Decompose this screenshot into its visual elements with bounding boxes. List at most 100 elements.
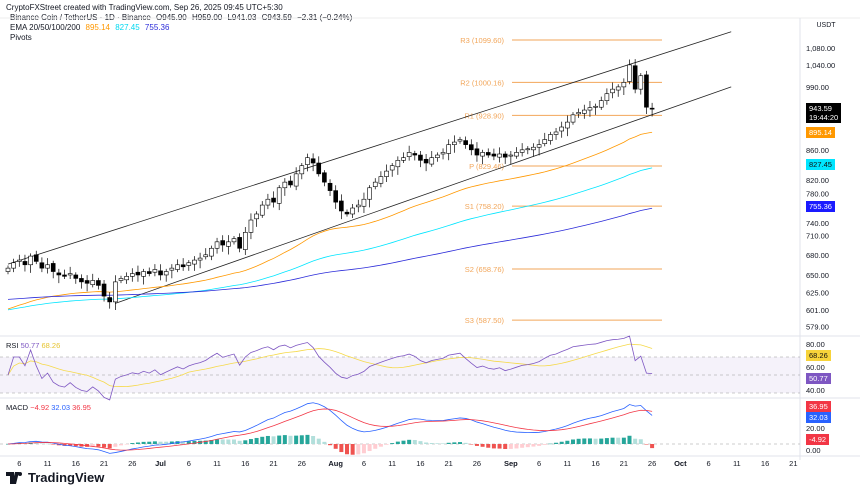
candle-body xyxy=(197,257,203,261)
candle-body xyxy=(130,273,135,277)
macd-signal-value: 36.95 xyxy=(72,403,91,412)
channel-lower-line xyxy=(115,86,732,304)
time-tick: 11 xyxy=(563,459,571,468)
macd-histogram-bar xyxy=(604,438,609,444)
candle-body xyxy=(378,176,384,184)
price-tick: 650.00 xyxy=(806,271,829,280)
candle-body xyxy=(610,88,615,94)
candle-body xyxy=(271,197,276,203)
tradingview-logo[interactable]: TradingView xyxy=(6,470,104,485)
rsi-legend[interactable]: RSI 50.77 68.26 xyxy=(6,341,60,350)
macd-histogram-bar xyxy=(328,444,333,446)
candle-body xyxy=(11,262,16,269)
macd-histogram-bar xyxy=(265,435,270,444)
time-tick: 26 xyxy=(298,459,306,468)
macd-histogram-bar xyxy=(452,442,457,444)
time-tick: 6 xyxy=(17,459,21,468)
candle-body xyxy=(28,255,33,266)
macd-histogram-bar xyxy=(130,443,135,444)
candle-body xyxy=(638,75,644,90)
candle-body xyxy=(254,213,259,220)
ema-legend[interactable]: EMA 20/50/100/200 895.14 827.45 755.36 xyxy=(10,23,172,32)
candle-body xyxy=(62,274,67,277)
candle-body xyxy=(576,112,581,115)
macd-histogram-bar xyxy=(73,444,78,447)
pivot-label: R1 (928.90) xyxy=(464,111,504,120)
candle-body xyxy=(327,182,333,191)
macd-histogram-bar xyxy=(135,442,140,444)
candle-body xyxy=(344,211,350,215)
candle-body xyxy=(474,148,480,156)
candle-body xyxy=(79,278,84,283)
chart-canvas[interactable]: USDT 1,080.00 1,040.00 990.00 860.00 820.00 78… xyxy=(0,0,860,470)
time-tick: 16 xyxy=(761,459,769,468)
rsi-label: RSI xyxy=(6,341,19,350)
candle-body xyxy=(248,219,254,233)
pivots-legend[interactable]: Pivots xyxy=(10,33,32,42)
candle-body xyxy=(299,165,305,175)
macd-signal-tag: 36.95 xyxy=(806,401,831,412)
candle-body xyxy=(559,126,565,132)
macd-histogram-bar xyxy=(186,441,191,444)
candle-body xyxy=(107,297,112,303)
candle-body xyxy=(203,254,209,258)
candle-body xyxy=(649,107,655,110)
price-tick: 710.00 xyxy=(806,231,829,240)
candle-body xyxy=(5,267,11,272)
macd-tick: 0.00 xyxy=(806,446,821,455)
time-tick: 21 xyxy=(445,459,453,468)
macd-histogram-bar xyxy=(582,438,587,444)
macd-histogram-bar xyxy=(390,443,395,444)
macd-histogram-bar xyxy=(299,435,304,444)
candle-body xyxy=(96,280,101,286)
candle-body xyxy=(158,270,163,276)
macd-histogram-bar xyxy=(158,441,163,444)
macd-histogram-bar xyxy=(571,439,575,444)
macd-histogram-bar xyxy=(102,444,107,448)
macd-histogram-bar xyxy=(429,443,434,444)
macd-legend[interactable]: MACD −4.92 32.03 36.95 xyxy=(6,403,91,412)
candle-body xyxy=(118,278,124,281)
macd-histogram-bar xyxy=(542,444,547,445)
macd-histogram-bar xyxy=(45,443,50,445)
candle-body xyxy=(621,82,627,88)
candle-body xyxy=(536,144,542,148)
macd-histogram-bar xyxy=(610,437,615,444)
rsi-tick: 60.00 xyxy=(806,363,825,372)
time-tick: Sep xyxy=(504,459,518,468)
macd-histogram-bar xyxy=(367,444,372,452)
pivot-label: S1 (758.20) xyxy=(465,202,505,211)
macd-histogram-bar xyxy=(6,444,10,445)
time-tick: Aug xyxy=(328,459,343,468)
macd-histogram-bar xyxy=(633,438,638,444)
time-tick: 11 xyxy=(44,459,52,468)
candle-body xyxy=(22,261,28,266)
macd-histogram-bar xyxy=(209,440,214,444)
time-tick: 21 xyxy=(269,459,277,468)
macd-histogram-bar xyxy=(169,441,174,444)
time-tick: 11 xyxy=(733,459,741,468)
candle-body xyxy=(135,271,141,276)
candle-body xyxy=(39,262,45,269)
macd-histogram-bar xyxy=(401,440,406,444)
macd-histogram-bar xyxy=(424,442,429,444)
candle-body xyxy=(519,149,525,153)
candle-body xyxy=(175,264,180,270)
macd-histogram-bar xyxy=(520,444,525,448)
macd-signal-line xyxy=(7,408,653,451)
bar-countdown: 19:44:20 xyxy=(809,113,839,122)
macd-histogram-bar xyxy=(333,444,338,449)
candle-body xyxy=(243,232,248,250)
time-tick: 21 xyxy=(620,459,628,468)
candle-body xyxy=(435,154,440,158)
candle-body xyxy=(90,280,96,285)
candle-body xyxy=(146,271,152,274)
macd-histogram-bar xyxy=(339,444,344,453)
macd-histogram-bar xyxy=(39,443,44,444)
macd-histogram-bar xyxy=(412,439,417,444)
macd-histogram-bar xyxy=(181,441,186,444)
price-tick: 780.00 xyxy=(806,189,829,198)
macd-histogram-bar xyxy=(627,435,632,444)
candle-body xyxy=(310,158,316,164)
macd-histogram-bar xyxy=(361,444,366,454)
